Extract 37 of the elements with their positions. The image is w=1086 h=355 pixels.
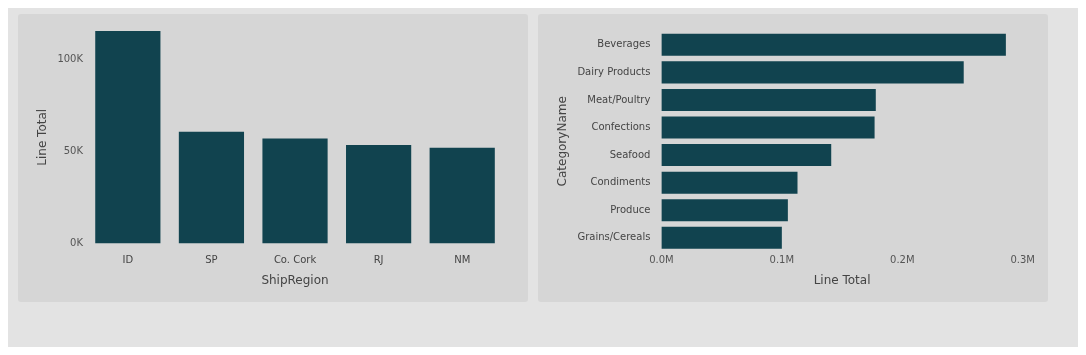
x-tick-label: RJ (373, 254, 384, 266)
bar (661, 88, 876, 111)
bar (262, 138, 328, 244)
y-axis-title: CategoryName (555, 96, 570, 187)
bar (661, 199, 788, 222)
bar (661, 171, 798, 194)
y-tick-label: Confections (591, 121, 651, 133)
y-tick-label: 0K (70, 237, 84, 249)
y-tick-label: Produce (610, 203, 651, 215)
x-axis-title: Line Total (813, 272, 871, 287)
x-tick-label: 0.2M (890, 254, 915, 266)
bar (661, 61, 964, 84)
y-axis-title: Line Total (35, 108, 50, 166)
y-tick-label: Condiments (590, 176, 651, 188)
x-tick-label: 0.3M (1010, 254, 1035, 266)
bar (661, 226, 782, 249)
x-tick-label: ID (122, 254, 134, 266)
bar (95, 31, 161, 244)
x-tick-label: 0.1M (769, 254, 795, 266)
y-tick-label: Dairy Products (577, 65, 651, 77)
bar (429, 147, 495, 244)
bar (661, 144, 832, 167)
x-tick-label: 0.0M (649, 254, 674, 266)
y-tick-label: Meat/Poultry (587, 93, 651, 105)
bar (661, 116, 875, 139)
x-tick-label: SP (205, 254, 218, 266)
y-tick-label: Beverages (597, 38, 651, 50)
bar (178, 131, 245, 244)
bar (661, 33, 1006, 56)
x-axis-title: ShipRegion (261, 272, 329, 287)
bar (346, 144, 412, 244)
x-tick-label: NM (454, 254, 471, 266)
y-tick-label: 100K (57, 53, 84, 65)
y-tick-label: 50K (63, 145, 84, 157)
y-tick-label: Seafood (609, 148, 651, 160)
x-tick-label: Co. Cork (273, 254, 317, 266)
y-tick-label: Grains/Cereals (577, 231, 651, 243)
